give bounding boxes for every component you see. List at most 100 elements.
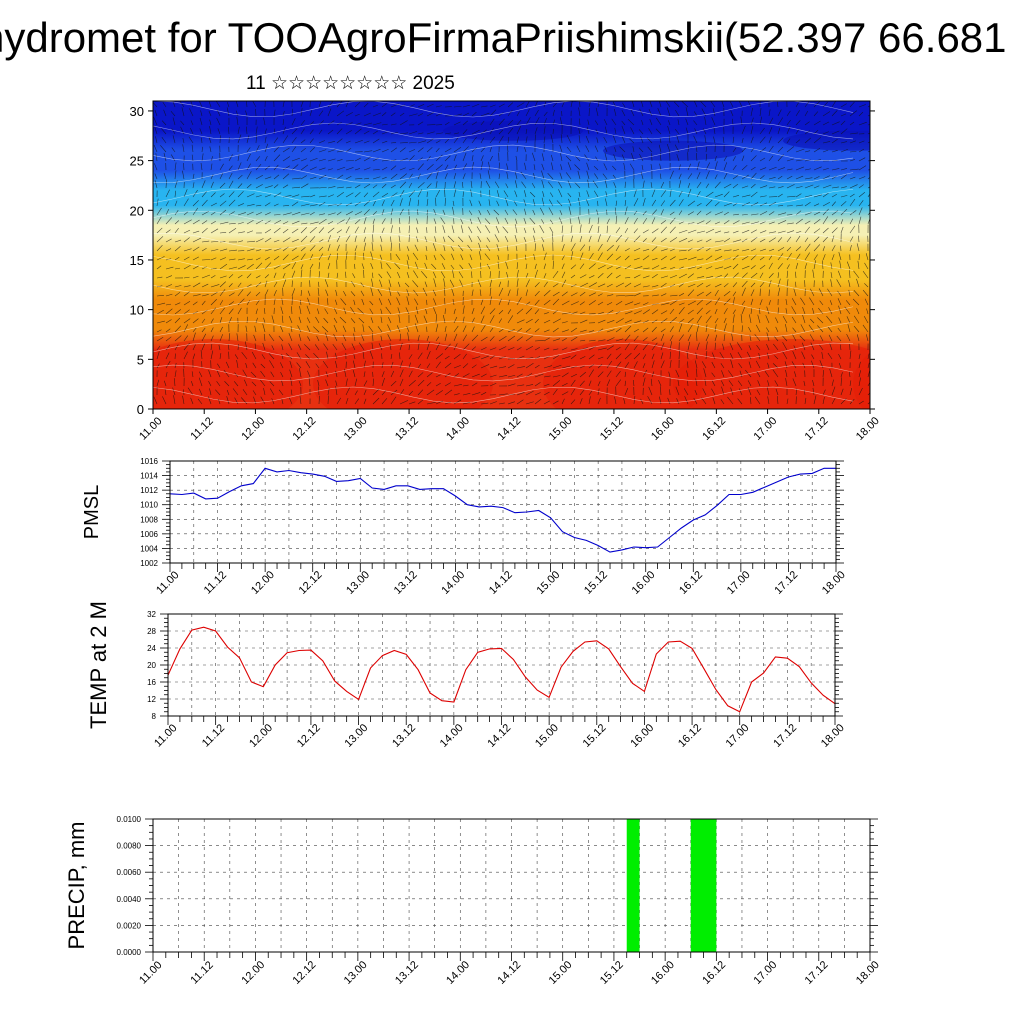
wind-vector xyxy=(190,127,194,135)
wind-vector xyxy=(606,244,614,252)
wind-vector xyxy=(471,401,478,405)
wind-vector xyxy=(705,238,712,243)
wind-vector xyxy=(559,172,563,180)
wind-vector xyxy=(488,199,491,207)
wind-vector xyxy=(443,278,446,288)
wind-vector xyxy=(453,365,461,369)
wind-vector xyxy=(262,323,266,333)
wind-vector xyxy=(768,237,776,243)
wind-vector xyxy=(370,263,374,270)
wind-vector xyxy=(435,154,443,162)
wind-vector xyxy=(669,316,677,324)
wind-vector xyxy=(588,354,595,360)
wind-vector xyxy=(756,345,761,351)
wind-vector xyxy=(198,388,203,396)
wind-vector xyxy=(486,237,491,243)
wind-vector xyxy=(777,128,781,135)
wind-vector xyxy=(163,109,167,117)
wind-vector xyxy=(525,117,531,126)
y-tick-label: 10 xyxy=(130,303,144,318)
wind-vector xyxy=(822,236,829,243)
wind-vector xyxy=(831,397,836,405)
wind-vector xyxy=(399,142,408,144)
wind-vector xyxy=(543,281,548,288)
wind-vector xyxy=(318,186,327,189)
wind-vector xyxy=(696,153,698,162)
wind-vector xyxy=(777,237,783,243)
wind-vector xyxy=(498,135,504,144)
wind-vector xyxy=(794,371,797,378)
wind-vector xyxy=(533,164,536,171)
wind-vector xyxy=(552,119,556,126)
wind-vector xyxy=(795,175,804,180)
wind-vector xyxy=(308,377,311,387)
wind-vector xyxy=(660,220,667,225)
wind-vector xyxy=(813,219,821,225)
wind-vector xyxy=(848,371,851,378)
wind-vector xyxy=(606,225,608,234)
wind-vector xyxy=(170,111,176,117)
wind-vector xyxy=(325,332,329,342)
wind-vector xyxy=(165,238,172,243)
x-tick-label: 16.00 xyxy=(628,722,656,750)
y-tick-label: 20 xyxy=(147,661,156,670)
wind-vector xyxy=(426,350,431,360)
wind-vector xyxy=(552,375,561,378)
wind-vector xyxy=(372,184,378,189)
wind-vector xyxy=(210,211,216,216)
wind-vector xyxy=(264,165,270,171)
wind-vector xyxy=(552,348,559,351)
wind-vector xyxy=(705,291,712,297)
wind-vector xyxy=(597,339,606,342)
wind-vector xyxy=(408,370,413,378)
wind-vector xyxy=(435,383,441,387)
wind-vector xyxy=(434,226,437,234)
wind-vector xyxy=(560,134,563,144)
wind-vector xyxy=(282,273,286,279)
wind-vector xyxy=(372,122,382,126)
wind-vector xyxy=(579,339,586,342)
wind-vector xyxy=(246,163,251,171)
wind-vector xyxy=(552,298,560,306)
y-tick-label: 1008 xyxy=(140,515,158,524)
wind-vector xyxy=(197,398,203,405)
wind-vector xyxy=(291,128,298,135)
wind-vector xyxy=(822,175,830,180)
wind-vector xyxy=(750,248,757,252)
wind-vector xyxy=(252,390,257,396)
wind-vector xyxy=(324,308,329,315)
wind-vector xyxy=(550,134,554,144)
wind-vectors xyxy=(153,101,870,405)
wind-vector xyxy=(624,295,634,297)
wind-vector xyxy=(372,148,381,153)
wind-vector xyxy=(255,291,261,297)
wind-vector xyxy=(156,329,162,333)
wind-vector xyxy=(638,129,644,135)
y-tick-label: 30 xyxy=(130,104,144,119)
wind-vector xyxy=(813,203,820,207)
wind-vector xyxy=(747,380,752,387)
wind-vector xyxy=(335,289,338,297)
wind-vector xyxy=(453,121,461,126)
wind-vector xyxy=(561,225,564,234)
wind-vector xyxy=(453,308,456,315)
wind-vector xyxy=(750,289,755,297)
wind-vector xyxy=(255,238,264,243)
wind-vector xyxy=(156,285,163,288)
wind-vector xyxy=(471,373,480,378)
wind-vector xyxy=(651,246,658,252)
wind-vector xyxy=(489,374,497,378)
wind-vector xyxy=(777,212,787,216)
wind-vector xyxy=(458,271,464,279)
wind-vector xyxy=(386,271,392,279)
wind-vector xyxy=(858,200,864,207)
wind-vector xyxy=(543,263,546,270)
wind-vector xyxy=(624,237,629,243)
wind-vector xyxy=(651,199,657,207)
wind-vector xyxy=(714,248,722,252)
wind-vector xyxy=(678,180,682,189)
wind-vector xyxy=(840,226,844,234)
wind-vector xyxy=(687,173,693,180)
wind-vector xyxy=(210,228,219,234)
wind-vector xyxy=(849,210,857,216)
